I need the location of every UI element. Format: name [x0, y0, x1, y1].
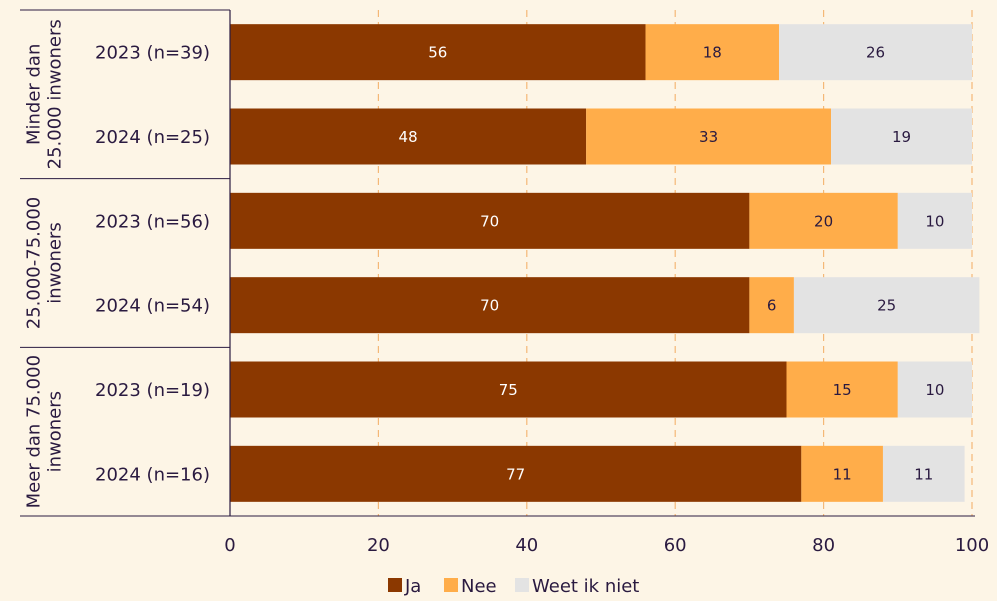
- group-label-line: 25.000 inwoners: [45, 19, 66, 169]
- data-label: 77: [506, 465, 525, 483]
- segment-labels: 56 18 26 48 33 19 70 20 10 70 6 25 75 15 10 77 11 11: [399, 44, 945, 484]
- legend-swatch: [444, 578, 458, 592]
- x-tick-label: 40: [515, 535, 538, 556]
- row-label: 2024 (n=25): [95, 127, 210, 148]
- group-labels: Minder dan25.000 inwoners25.000-75.000in…: [24, 19, 66, 508]
- group-label-line: Minder dan: [24, 44, 45, 145]
- bar-segment: [230, 277, 750, 334]
- x-tick-label: 80: [812, 535, 835, 556]
- bar-segment: [230, 445, 802, 502]
- row-label: 2024 (n=54): [95, 296, 210, 317]
- bar-segment: [230, 192, 750, 249]
- gridlines: [377, 10, 973, 516]
- group-label: 25.000-75.000inwoners: [24, 197, 66, 329]
- bar-segment: [645, 24, 780, 81]
- data-label: 11: [833, 465, 852, 483]
- x-tick-label: 0: [224, 535, 235, 556]
- bar-segment: [786, 361, 898, 418]
- group-label-line: inwoners: [45, 391, 66, 472]
- group-label-line: 25.000-75.000: [24, 197, 45, 329]
- data-label: 56: [428, 44, 447, 62]
- data-label: 25: [877, 297, 896, 315]
- bar-segment: [882, 445, 965, 502]
- group-label-line: Meer dan 75.000: [24, 355, 45, 508]
- bar-segment: [779, 24, 972, 81]
- bar-segment: [801, 445, 883, 502]
- bar-segment: [230, 108, 587, 165]
- data-label: 18: [703, 44, 722, 62]
- row-label: 2023 (n=39): [95, 43, 210, 64]
- group-label: Meer dan 75.000inwoners: [24, 355, 66, 508]
- data-label: 19: [892, 128, 911, 146]
- row-labels: 2023 (n=39) 2024 (n=25) 2023 (n=56) 2024 (n…: [95, 43, 210, 486]
- legend-label: Ja: [404, 576, 421, 597]
- bar-segment: [897, 361, 972, 418]
- legend-label: Weet ik niet: [532, 576, 639, 597]
- x-tick-label: 20: [367, 535, 390, 556]
- group-label: Minder dan25.000 inwoners: [24, 19, 66, 169]
- bar-segment: [586, 108, 832, 165]
- legend: Ja Nee Weet ik niet: [388, 576, 639, 597]
- group-label-line: inwoners: [45, 222, 66, 303]
- axes: [20, 9, 975, 517]
- data-label: 26: [866, 44, 885, 62]
- bars: [230, 24, 980, 502]
- bar-segment: [230, 361, 787, 418]
- x-tick-label: 100: [955, 535, 989, 556]
- bar-segment: [749, 192, 898, 249]
- x-tick-label: 60: [664, 535, 687, 556]
- data-label: 70: [480, 297, 499, 315]
- bar-segment: [749, 277, 794, 334]
- data-label: 10: [925, 212, 944, 230]
- data-label: 15: [833, 381, 852, 399]
- bar-segment: [897, 192, 972, 249]
- x-tick-labels: 0 20 40 60 80 100: [224, 535, 989, 556]
- row-label: 2023 (n=19): [95, 380, 210, 401]
- data-label: 70: [480, 212, 499, 230]
- bar-segment: [230, 24, 646, 81]
- data-label: 6: [767, 297, 777, 315]
- data-label: 10: [925, 381, 944, 399]
- data-label: 11: [914, 465, 933, 483]
- bar-segment: [831, 108, 972, 165]
- bar-segment: [793, 277, 980, 334]
- data-label: 75: [499, 381, 518, 399]
- row-label: 2024 (n=16): [95, 464, 210, 485]
- data-label: 48: [399, 128, 418, 146]
- data-label: 33: [699, 128, 718, 146]
- data-label: 20: [814, 212, 833, 230]
- legend-swatch: [388, 578, 402, 592]
- legend-label: Nee: [461, 576, 497, 597]
- legend-swatch: [515, 578, 529, 592]
- row-label: 2023 (n=56): [95, 211, 210, 232]
